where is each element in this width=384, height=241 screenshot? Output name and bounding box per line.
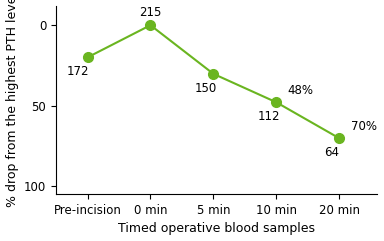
X-axis label: Timed operative blood samples: Timed operative blood samples — [118, 222, 315, 235]
Text: 172: 172 — [67, 65, 89, 78]
Text: 64: 64 — [324, 146, 339, 159]
Text: 150: 150 — [195, 82, 217, 95]
Text: 215: 215 — [139, 6, 162, 19]
Text: 48%: 48% — [288, 84, 314, 97]
Text: 112: 112 — [258, 110, 280, 123]
Text: 70%: 70% — [351, 120, 377, 133]
Y-axis label: % drop from the highest PTH level: % drop from the highest PTH level — [5, 0, 18, 208]
